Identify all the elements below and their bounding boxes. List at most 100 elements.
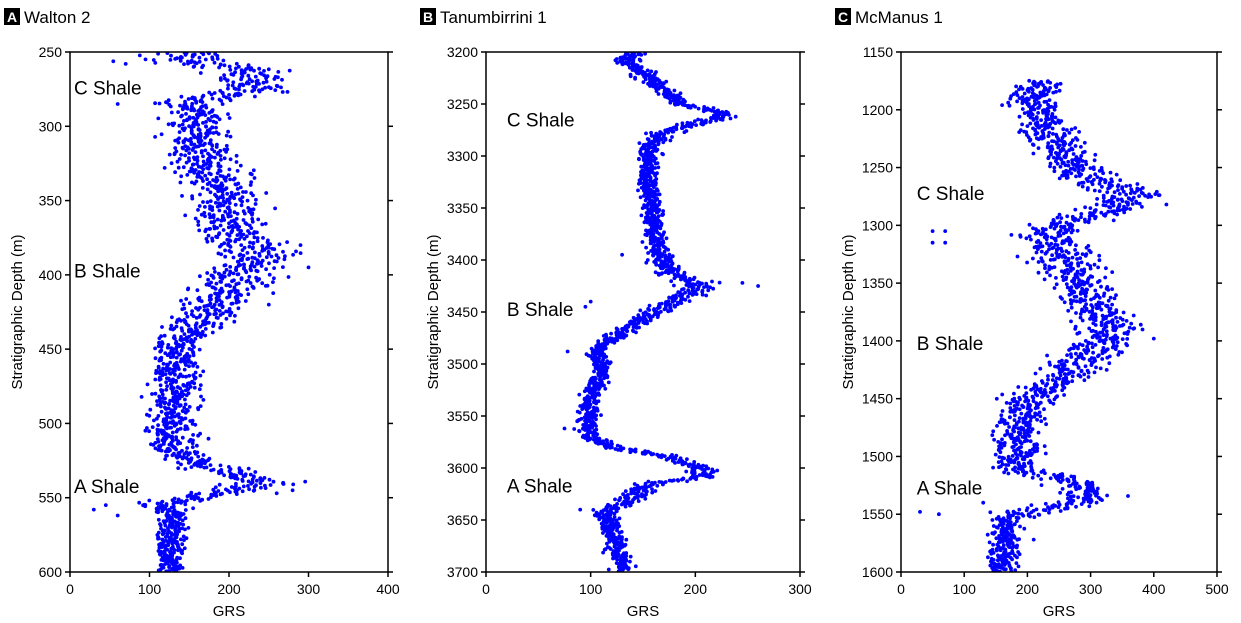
data-point bbox=[645, 68, 650, 73]
data-point bbox=[272, 77, 277, 81]
data-point bbox=[1046, 374, 1050, 378]
data-point bbox=[1134, 201, 1139, 205]
panel-letter: A bbox=[7, 9, 17, 25]
data-point bbox=[1046, 89, 1051, 94]
data-point bbox=[215, 204, 220, 209]
data-point bbox=[668, 138, 673, 143]
data-point bbox=[273, 88, 278, 92]
data-point bbox=[156, 52, 160, 56]
x-axis-label: GRS bbox=[213, 603, 246, 620]
data-point bbox=[251, 241, 256, 246]
data-point bbox=[1031, 396, 1036, 400]
data-point bbox=[209, 280, 214, 285]
data-point bbox=[239, 77, 244, 82]
y-tick-label: 550 bbox=[39, 490, 63, 506]
data-point bbox=[193, 168, 198, 172]
data-point bbox=[1124, 319, 1129, 323]
data-point bbox=[261, 80, 266, 85]
data-point bbox=[1017, 416, 1022, 420]
data-point bbox=[277, 242, 282, 247]
data-point bbox=[214, 145, 219, 149]
data-point bbox=[1087, 214, 1092, 219]
data-point bbox=[666, 309, 671, 314]
data-point bbox=[215, 115, 220, 119]
data-point bbox=[1048, 400, 1053, 405]
data-point bbox=[1008, 409, 1013, 414]
data-point bbox=[1069, 171, 1074, 176]
data-point bbox=[686, 288, 691, 293]
data-point bbox=[274, 253, 279, 258]
data-point bbox=[682, 130, 687, 135]
data-point bbox=[640, 240, 645, 244]
data-point bbox=[168, 372, 173, 376]
data-point bbox=[294, 249, 298, 254]
data-point bbox=[1065, 381, 1069, 386]
data-point bbox=[227, 93, 232, 97]
data-point bbox=[658, 226, 663, 231]
data-point bbox=[163, 372, 168, 377]
data-point bbox=[693, 282, 698, 287]
data-point bbox=[1018, 397, 1022, 402]
data-point bbox=[174, 568, 179, 572]
y-tick-label: 3400 bbox=[447, 252, 478, 268]
data-point bbox=[1087, 358, 1092, 363]
data-point bbox=[250, 79, 255, 84]
data-point bbox=[605, 375, 610, 380]
data-point bbox=[1073, 327, 1078, 331]
data-point bbox=[1079, 260, 1084, 265]
data-point bbox=[1061, 278, 1066, 282]
data-point bbox=[1051, 373, 1056, 378]
data-point bbox=[1053, 121, 1058, 126]
data-point bbox=[649, 452, 654, 457]
data-point bbox=[218, 492, 223, 497]
data-point bbox=[163, 535, 168, 539]
data-point bbox=[606, 534, 610, 539]
data-point bbox=[661, 152, 665, 157]
data-point bbox=[1012, 404, 1017, 408]
data-point bbox=[183, 467, 188, 471]
data-point bbox=[1051, 257, 1056, 262]
data-point bbox=[213, 308, 218, 313]
data-point bbox=[733, 114, 738, 119]
data-point bbox=[685, 457, 689, 461]
data-point bbox=[659, 137, 664, 142]
data-point bbox=[211, 324, 216, 328]
x-tick-label: 200 bbox=[684, 581, 708, 597]
data-point bbox=[176, 110, 181, 114]
data-point bbox=[169, 110, 174, 115]
data-point bbox=[171, 501, 176, 506]
data-point bbox=[175, 500, 180, 505]
data-point bbox=[1073, 248, 1077, 252]
data-point bbox=[190, 96, 195, 101]
data-point bbox=[232, 319, 237, 324]
data-point bbox=[182, 332, 187, 336]
data-point bbox=[252, 256, 257, 261]
data-point bbox=[1040, 381, 1045, 385]
data-point bbox=[627, 65, 632, 70]
data-point bbox=[160, 373, 165, 378]
data-point bbox=[200, 100, 205, 104]
data-point bbox=[1095, 175, 1100, 180]
data-point bbox=[1046, 141, 1051, 146]
data-point bbox=[282, 257, 287, 262]
data-point bbox=[184, 393, 189, 398]
data-point bbox=[619, 502, 624, 507]
data-point bbox=[160, 537, 165, 542]
data-point bbox=[164, 454, 169, 458]
data-point bbox=[250, 217, 255, 221]
data-point bbox=[183, 502, 188, 507]
data-point bbox=[1061, 231, 1066, 236]
data-point bbox=[1110, 345, 1115, 350]
data-point bbox=[1030, 112, 1035, 117]
data-point bbox=[1017, 114, 1022, 119]
data-point bbox=[1115, 212, 1119, 217]
data-point bbox=[196, 454, 201, 459]
data-point bbox=[1075, 138, 1080, 142]
data-point bbox=[1088, 283, 1093, 288]
data-point bbox=[1093, 323, 1098, 327]
data-point bbox=[575, 419, 580, 424]
data-point bbox=[180, 456, 185, 461]
data-point bbox=[1035, 393, 1040, 398]
data-point bbox=[1061, 127, 1066, 132]
data-point bbox=[266, 302, 271, 307]
